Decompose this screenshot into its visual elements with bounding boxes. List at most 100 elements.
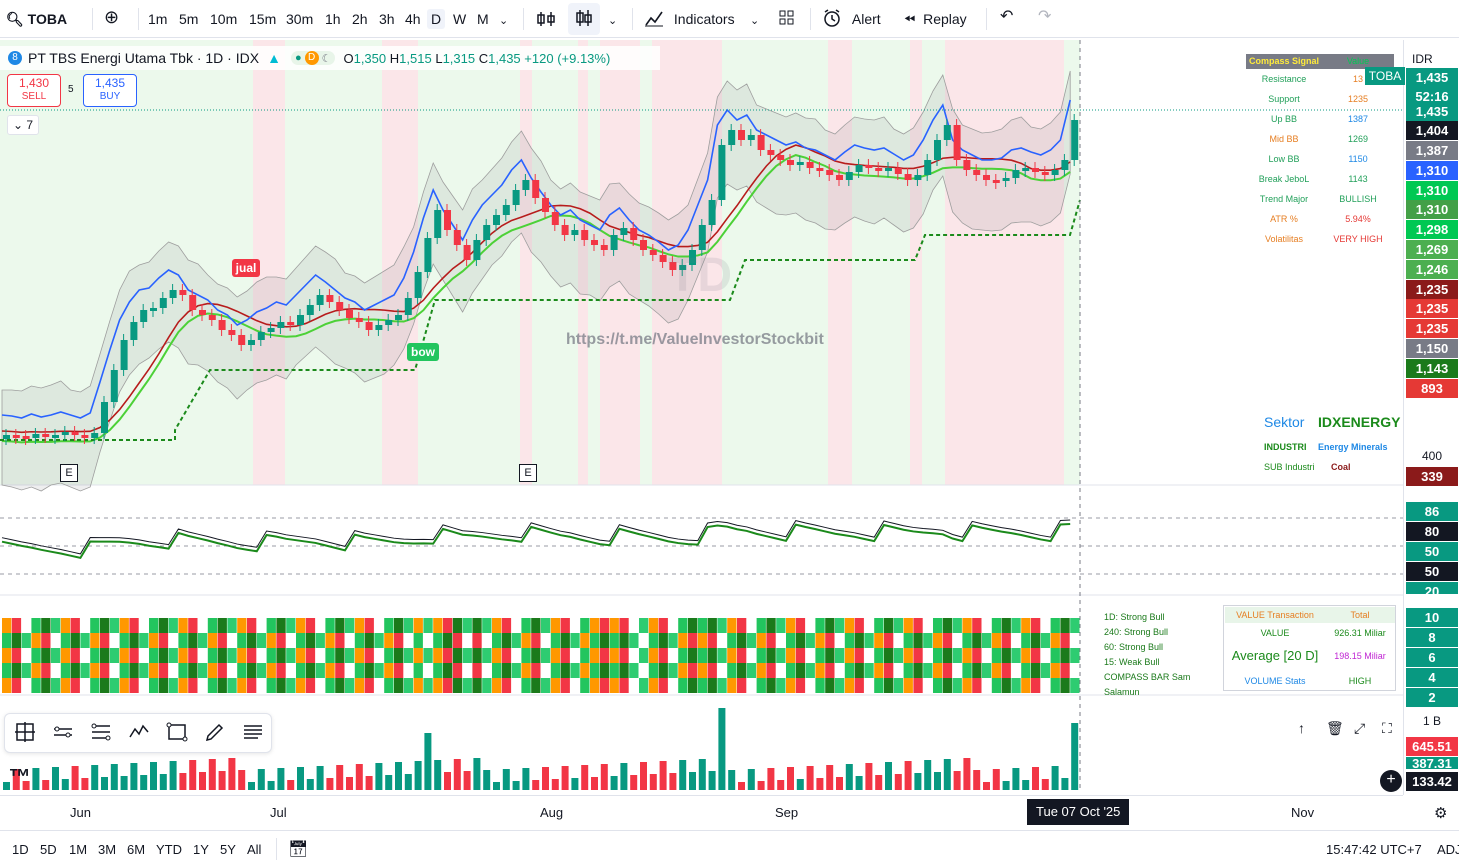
volume-bar [591, 777, 598, 790]
earnings-marker[interactable]: E [519, 464, 537, 482]
compass-bar-cell [354, 678, 365, 693]
volume-bar [316, 766, 324, 790]
chevron-down-icon[interactable]: ⌄ [750, 15, 760, 27]
compass-bar-cell [119, 648, 129, 663]
candle-body [22, 436, 30, 439]
range-1m[interactable]: 1M [69, 842, 88, 857]
chart-canvas[interactable] [0, 40, 1403, 790]
range-1y[interactable]: 1Y [193, 842, 209, 857]
bow-signal-label: bow [407, 343, 439, 361]
range-1d[interactable]: 1D [12, 842, 29, 857]
chevron-down-icon[interactable]: ⌄ [499, 15, 509, 27]
interval-10m[interactable]: 10m [210, 11, 238, 27]
bars-style-icon[interactable] [536, 9, 556, 34]
interval-4h[interactable]: 4h [405, 11, 421, 27]
brush-tool-icon[interactable] [197, 714, 233, 750]
symbol-search[interactable]: 🔍︎ TOBA [6, 11, 68, 27]
candle-body [306, 305, 314, 315]
layouts-grid-icon[interactable] [778, 9, 796, 32]
redo-icon[interactable]: ↷ [1038, 8, 1052, 25]
compare-add-icon[interactable]: ⊕ [104, 7, 120, 27]
compass-bar-cell [227, 663, 237, 678]
clock-label[interactable]: 15:47:42 UTC+7 [1326, 842, 1422, 857]
compass-bar-cell [452, 678, 463, 693]
range-ytd[interactable]: YTD [156, 842, 182, 857]
compass-bar-cell [384, 648, 394, 663]
compass-bar-cell [815, 678, 825, 693]
interval-w[interactable]: W [453, 11, 467, 27]
compass-bar-cell [286, 633, 296, 648]
compass-bar-cell [531, 678, 541, 693]
chevron-down-icon[interactable]: ⌄ [608, 15, 618, 27]
interval-30m[interactable]: 30m [286, 11, 314, 27]
candle-body [659, 255, 667, 262]
calendar-goto-icon[interactable]: 📅︎ [288, 841, 309, 858]
arrow-up-icon[interactable]: ↑ [1298, 720, 1305, 736]
compass-bar-cell [619, 678, 629, 693]
compass-bar-cell [462, 663, 472, 678]
compass-bar-cell [80, 663, 90, 678]
interval-d[interactable]: D [427, 9, 446, 29]
volume-bar [150, 762, 157, 790]
compass-bar-cell [688, 648, 698, 663]
compass-bar-cell [345, 633, 355, 648]
compass-bar-cell [972, 663, 982, 678]
range-3m[interactable]: 3M [98, 842, 117, 857]
interval-2h[interactable]: 2h [352, 11, 368, 27]
compass-bar-cell [119, 618, 129, 633]
settings-gear-icon[interactable]: ⚙︎ [1434, 805, 1448, 822]
earnings-marker[interactable]: E [60, 464, 78, 482]
interval-1m[interactable]: 1m [148, 11, 168, 27]
interval-3h[interactable]: 3h [379, 11, 395, 27]
compass-bar-cell [305, 678, 316, 693]
indicators-button[interactable]: Indicators [644, 9, 735, 29]
add-plus-icon[interactable]: + [1380, 770, 1402, 792]
currency-label[interactable]: IDR [1412, 52, 1433, 66]
range-5d[interactable]: 5D [40, 842, 57, 857]
sell-button[interactable]: 1,430 SELL [7, 74, 61, 107]
compass-bar-cell [580, 618, 590, 633]
time-axis[interactable]: Jun Jul Aug Sep Nov Tue 07 Oct '25 ⚙︎ [0, 795, 1447, 828]
time-label: Jun [70, 805, 91, 820]
range-all[interactable]: All [247, 842, 262, 857]
trash-icon[interactable]: 🗑︎ [1326, 720, 1344, 736]
adj-toggle[interactable]: ADJ [1437, 842, 1459, 857]
compass-bar-cell [658, 618, 668, 633]
buy-button[interactable]: 1,435 BUY [83, 74, 137, 107]
interval-1h[interactable]: 1h [325, 11, 341, 27]
pattern-tool-icon[interactable] [121, 714, 157, 750]
indicators-collapse-button[interactable]: ⌄ 7 [7, 115, 39, 135]
interval-15m[interactable]: 15m [249, 11, 277, 27]
trendline-tool-icon[interactable] [45, 714, 81, 750]
compass-bar-cell [805, 633, 815, 648]
compass-bar-cell [590, 663, 600, 678]
candle-body [208, 315, 216, 320]
alert-button[interactable]: Alert [822, 9, 881, 29]
compass-bar-cell [1001, 633, 1011, 648]
range-5y[interactable]: 5Y [220, 842, 236, 857]
replay-button[interactable]: ⏪︎ Replay [904, 11, 967, 27]
chart-area[interactable]: 8 PT TBS Energi Utama Tbk · 1D · IDX ▲ ●… [0, 40, 1403, 790]
candle-body [453, 230, 461, 245]
crosshair-tool-icon[interactable] [7, 714, 43, 750]
fib-tool-icon[interactable] [83, 714, 119, 750]
compass-bar-cell [374, 648, 384, 663]
candle-body [836, 175, 843, 180]
compass-bar-cell [247, 633, 257, 648]
price-label: 1,235 [1406, 299, 1458, 318]
interval-m[interactable]: M [477, 11, 489, 27]
price-scale[interactable]: IDR 1,435 52:16 1,435 1,404 1,387 1,310 1,310 1… [1403, 40, 1459, 795]
candles-style-icon[interactable] [568, 3, 600, 35]
maximize-icon[interactable]: ⛶ [1382, 720, 1392, 736]
compass-bar-cell [335, 678, 345, 693]
interval-5m[interactable]: 5m [179, 11, 199, 27]
undo-icon[interactable]: ↶ [1000, 8, 1014, 25]
market-status-badge[interactable]: ● D ☾ [290, 51, 336, 65]
compass-row-label: ATR % [1270, 214, 1298, 224]
rectangle-tool-icon[interactable] [159, 714, 195, 750]
legend-title[interactable]: PT TBS Energi Utama Tbk · 1D · IDX [28, 50, 260, 66]
text-tool-icon[interactable] [235, 714, 271, 750]
collapse-icon[interactable]: ⤢ [1354, 720, 1366, 736]
range-6m[interactable]: 6M [127, 842, 146, 857]
compass-bar-cell [942, 678, 953, 693]
